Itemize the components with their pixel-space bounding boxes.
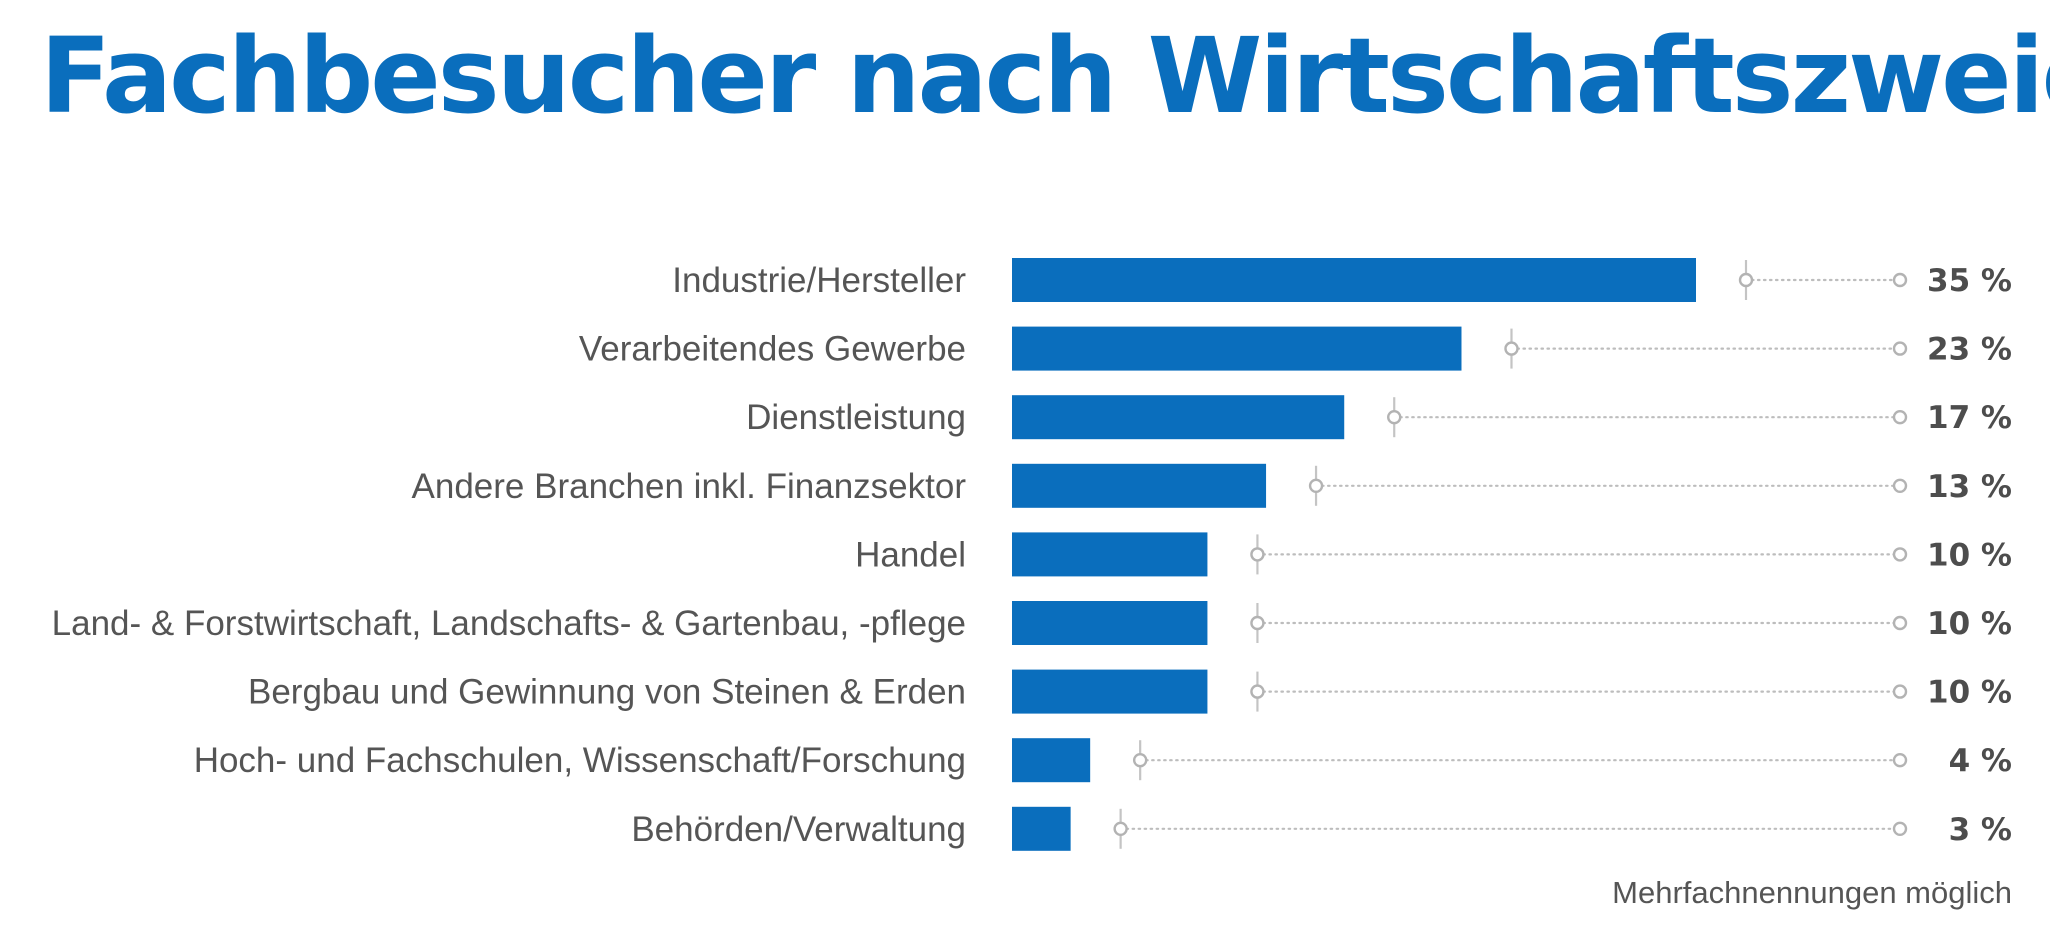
marker-circle [1250, 615, 1265, 631]
marker-circle [1738, 272, 1754, 288]
value-label: 10 % [1927, 675, 2012, 711]
category-label: Andere Branchen inkl. Finanzsektor [412, 467, 967, 506]
bar [1012, 806, 1071, 851]
marker-circle [1113, 821, 1128, 836]
value-label: 3 % [1949, 812, 2012, 848]
value-label: 35 % [1927, 263, 2012, 299]
bar [1012, 738, 1091, 783]
marker-circle [1387, 410, 1402, 425]
category-label: Land- & Forstwirtschaft, Landschafts- & … [52, 604, 966, 643]
end-marker-circle [1892, 615, 1908, 631]
marker-circle [1308, 478, 1324, 493]
value-label: 10 % [1927, 606, 2012, 642]
end-marker-circle [1892, 753, 1908, 768]
value-label: 17 % [1927, 400, 2012, 436]
value-label: 4 % [1949, 743, 2012, 779]
marker-circle [1250, 684, 1265, 699]
bar [1012, 532, 1208, 577]
bar [1012, 326, 1462, 371]
category-label: Verarbeitendes Gewerbe [579, 330, 966, 369]
marker-circle [1250, 547, 1265, 562]
category-label: Hoch- und Fachschulen, Wissenschaft/Fors… [194, 741, 966, 780]
end-marker-circle [1892, 684, 1908, 699]
category-label: Bergbau und Gewinnung von Steinen & Erde… [248, 673, 966, 712]
category-label: Behörden/Verwaltung [631, 810, 966, 849]
value-label: 13 % [1927, 469, 2012, 505]
marker-circle [1132, 753, 1148, 768]
bar [1012, 258, 1696, 302]
marker-circle [1504, 341, 1519, 356]
chart-title: Fachbesucher nach Wirtschaftszweig [40, 15, 2050, 137]
category-label: Dienstleistung [746, 398, 966, 437]
bar [1012, 395, 1345, 440]
bar [1012, 463, 1267, 508]
value-label: 23 % [1927, 332, 2012, 368]
end-marker-circle [1892, 410, 1908, 425]
bar [1012, 669, 1208, 714]
end-marker-circle [1892, 272, 1908, 288]
category-label: Handel [855, 535, 966, 574]
bar [1012, 601, 1208, 645]
footnote: Mehrfachnennungen möglich [1612, 875, 2012, 910]
end-marker-circle [1892, 547, 1908, 562]
value-label: 10 % [1927, 537, 2012, 573]
end-marker-circle [1892, 821, 1908, 836]
end-marker-circle [1892, 341, 1908, 356]
category-label: Industrie/Hersteller [672, 261, 966, 300]
end-marker-circle [1892, 478, 1908, 493]
